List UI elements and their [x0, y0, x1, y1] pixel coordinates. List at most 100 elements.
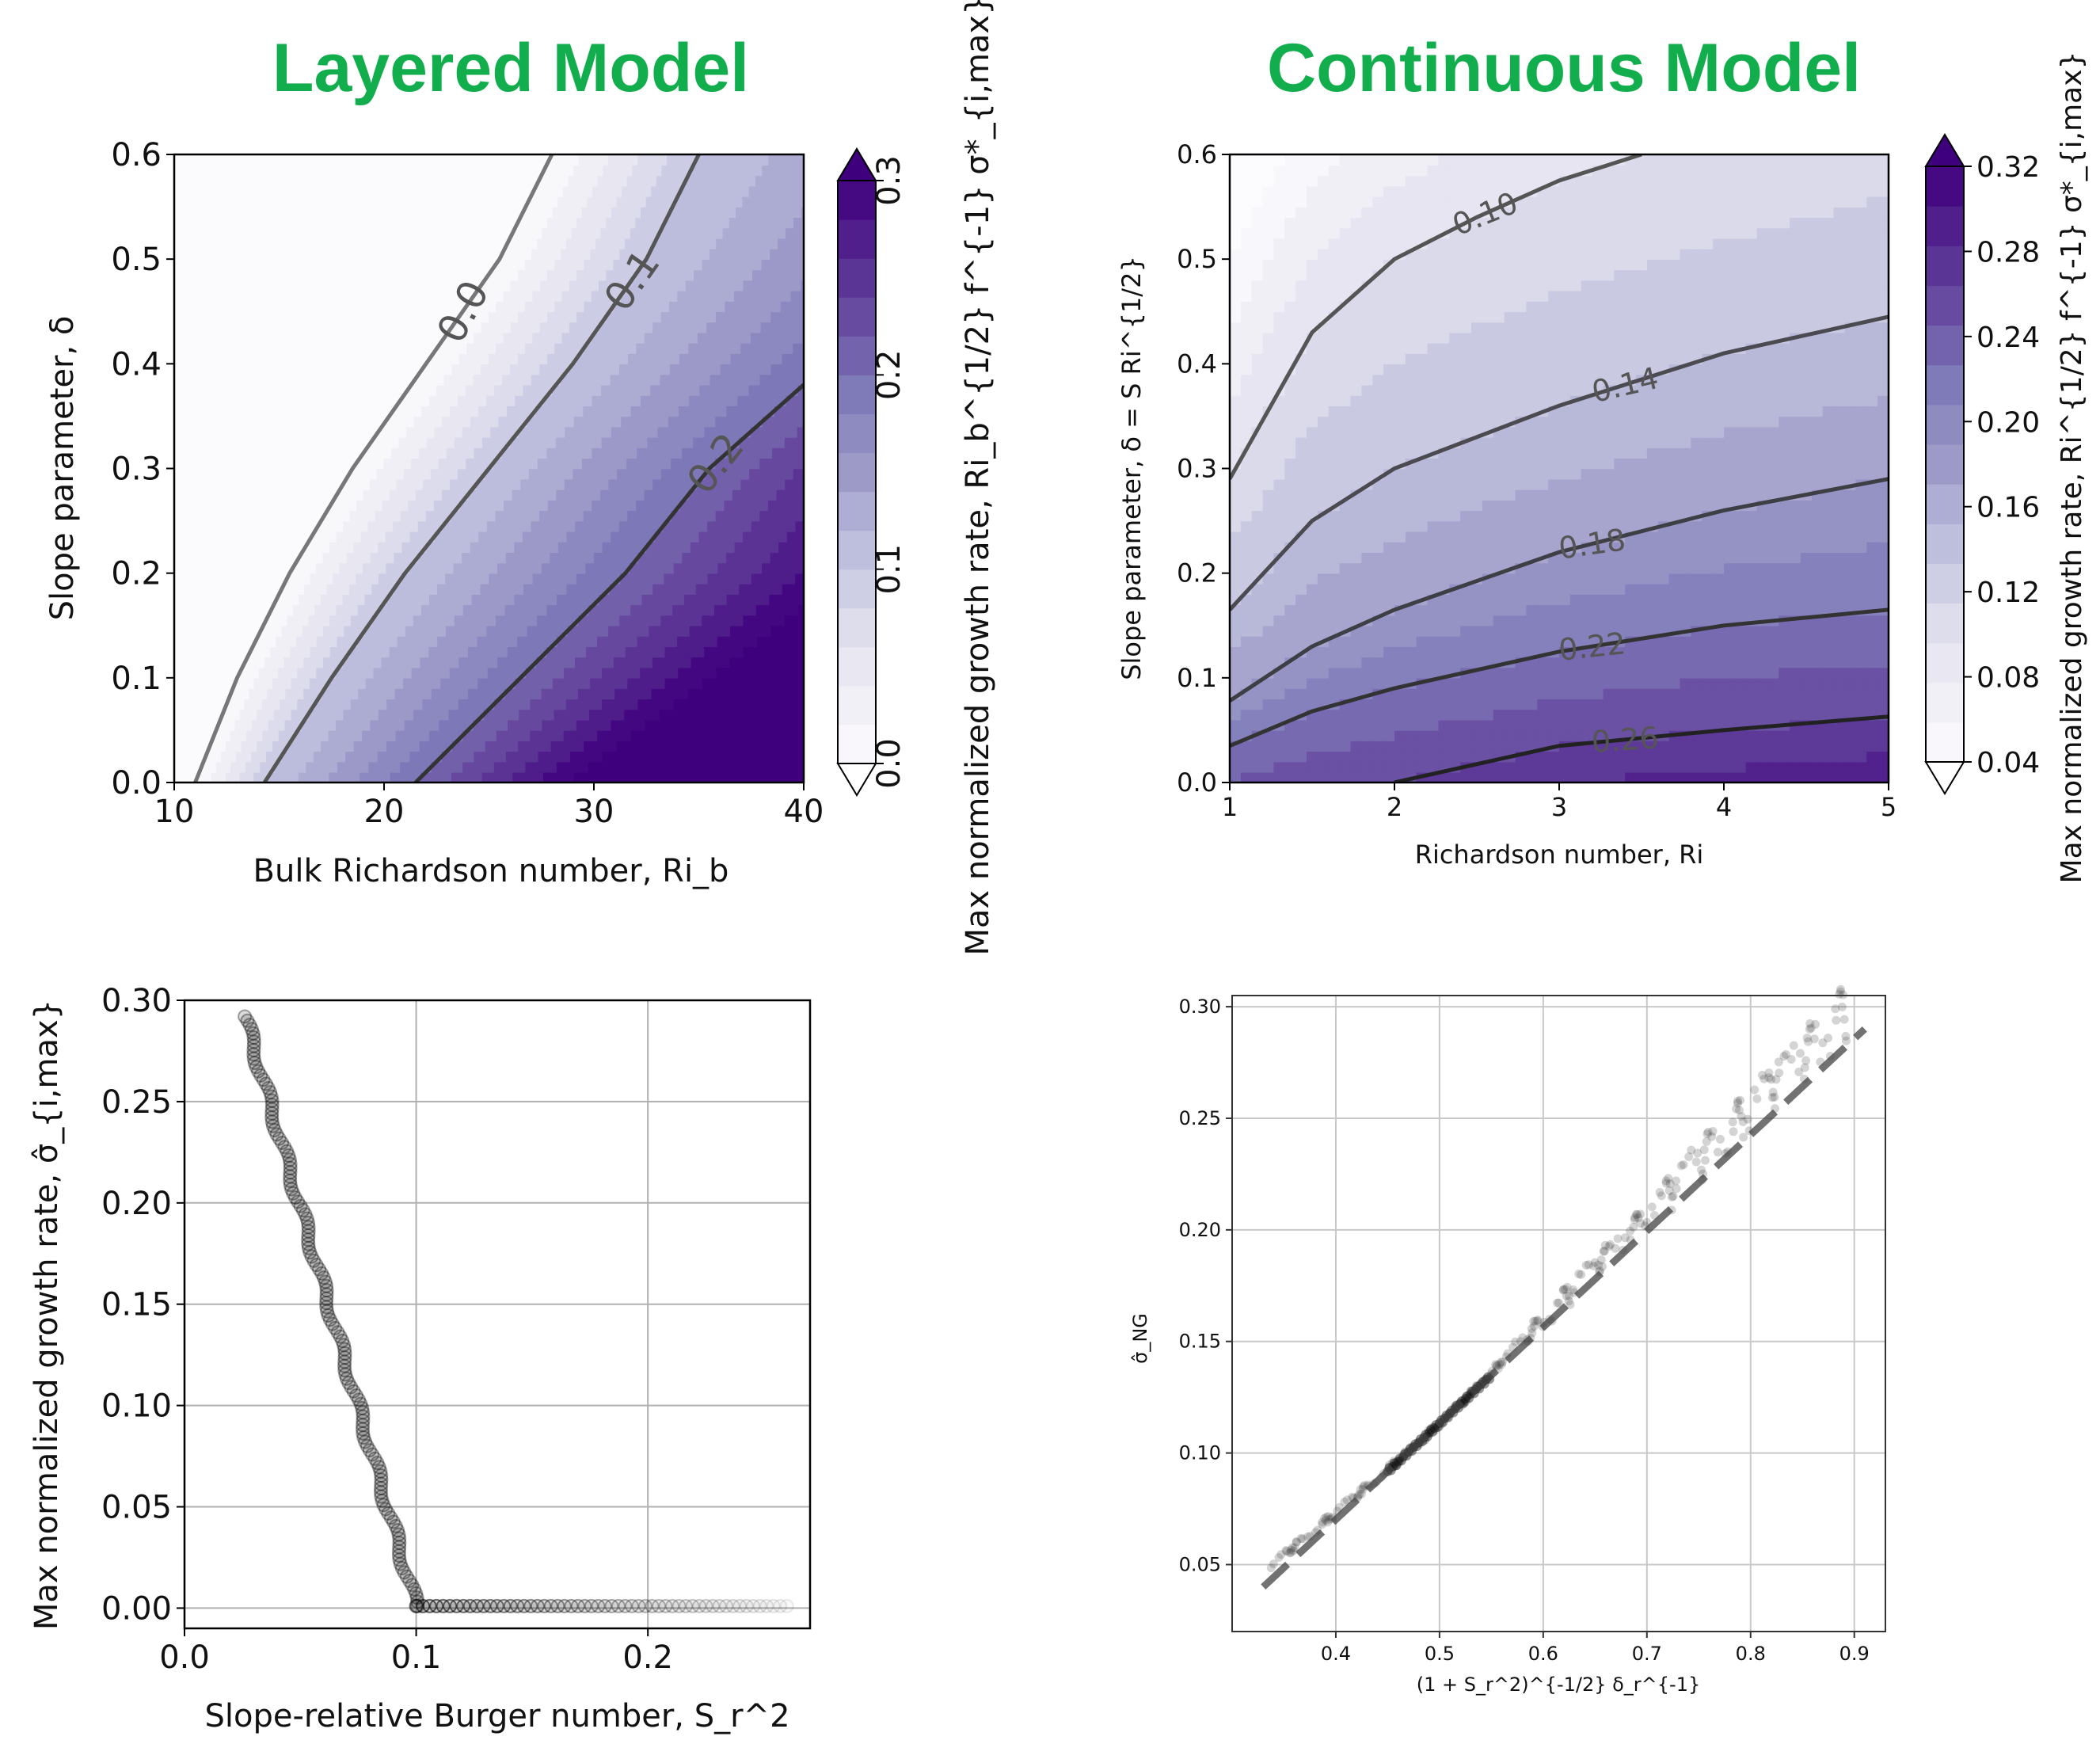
continuous-cell: [1603, 615, 1615, 626]
layered-band: [640, 615, 662, 626]
layered-band: [715, 416, 740, 428]
continuous-cell: [1350, 342, 1363, 354]
continuous-cell: [1767, 531, 1780, 543]
continuous-cell: [1372, 458, 1384, 470]
layered-band: [704, 552, 727, 564]
continuous-cell: [1438, 699, 1451, 710]
layered-band: [724, 384, 750, 396]
continuous-cell: [1284, 394, 1296, 406]
continuous-cell: [1713, 217, 1725, 229]
continuous-cell: [1307, 364, 1318, 375]
continuous-cell: [1668, 406, 1681, 417]
continuous-cell: [1559, 290, 1571, 302]
continuous-cell: [1394, 290, 1406, 302]
continuous-cell: [1636, 394, 1648, 406]
layered-band: [257, 709, 266, 721]
continuous-cell: [1295, 322, 1307, 333]
layered-band: [598, 259, 614, 271]
continuous-cell: [1646, 364, 1659, 375]
continuous-cell: [1537, 729, 1549, 741]
layered-band: [595, 238, 611, 249]
continuous-cell: [1240, 384, 1253, 396]
continuous-cell: [1307, 604, 1318, 616]
continuous-cell: [1471, 594, 1483, 606]
layered-band: [402, 741, 420, 752]
layered-band: [751, 520, 774, 532]
continuous-cell: [1427, 583, 1440, 595]
layered-band: [653, 353, 680, 365]
continuous-cell: [1262, 458, 1275, 470]
layered-band: [1064, 207, 1098, 218]
continuous-cell: [1328, 520, 1341, 532]
continuous-cell: [1427, 436, 1440, 448]
continuous-cell: [1537, 207, 1549, 219]
layered-band: [398, 531, 411, 543]
continuous-cell: [1251, 699, 1264, 710]
layered-band: [704, 426, 729, 438]
continuous-cell: [1427, 416, 1440, 428]
continuous-cell: [1515, 761, 1527, 773]
layered-band: [693, 436, 717, 448]
continuous-cell: [1680, 583, 1692, 595]
layered-band: [328, 729, 346, 741]
continuous-cell: [1537, 573, 1549, 585]
continuous-cell: [1702, 227, 1714, 239]
layered-band: [479, 384, 495, 396]
layered-band: [290, 761, 307, 773]
layered-band: [510, 280, 527, 291]
continuous-cell: [1273, 353, 1286, 365]
continuous-cell: [1779, 604, 1790, 616]
layered-band: [1080, 343, 1107, 354]
layered-band: [637, 447, 660, 459]
continuous-cell: [1416, 510, 1429, 522]
continuous-cell: [1262, 154, 1275, 166]
continuous-cell: [1493, 416, 1505, 428]
layered-band: [1003, 322, 1031, 333]
continuous-cell: [1569, 604, 1582, 616]
continuous-cell: [1416, 761, 1429, 773]
layered-band: [323, 657, 334, 668]
layered-band: [228, 751, 237, 763]
layered-band: [645, 719, 804, 731]
continuous-cell: [1724, 280, 1736, 291]
layered-band: [590, 677, 610, 689]
layered-band: [238, 729, 247, 741]
layered-band: [650, 384, 676, 396]
continuous-cell: [1317, 615, 1330, 626]
layered-band: [291, 625, 303, 637]
continuous-cell: [1416, 699, 1429, 710]
layered-band: [572, 761, 589, 773]
layered-band: [717, 583, 740, 595]
continuous-cell: [1273, 625, 1286, 637]
layered-band: [571, 227, 587, 239]
continuous-cell: [1350, 573, 1363, 585]
continuous-cell: [1482, 468, 1494, 480]
continuous-cell: [1779, 269, 1790, 281]
layered-band: [584, 342, 611, 354]
layered-band: [337, 761, 354, 773]
layered-band: [677, 635, 698, 647]
continuous-cell: [1734, 468, 1747, 480]
continuous-cell: [1515, 667, 1527, 679]
continuous-cell: [1284, 175, 1296, 187]
continuous-cell: [1240, 416, 1253, 428]
continuous-cell: [1581, 416, 1593, 428]
continuous-cell: [1317, 238, 1330, 249]
continuous-cell: [1317, 741, 1330, 752]
continuous-cell: [1734, 175, 1747, 187]
continuous-cell: [1405, 520, 1417, 532]
layered-band: [329, 751, 347, 763]
continuous-cell: [1493, 510, 1505, 522]
layered-band: [636, 185, 652, 197]
layered-band: [174, 667, 240, 679]
layered-band: [552, 677, 573, 689]
layered-band: [789, 500, 804, 512]
continuous-cell: [1438, 175, 1451, 187]
continuous-cell: [1668, 741, 1681, 752]
continuous-cell: [1493, 594, 1505, 606]
continuous-cell: [1657, 406, 1670, 417]
continuous-cell: [1427, 269, 1440, 281]
continuous-cell: [1482, 583, 1494, 595]
continuous-cell: [1657, 322, 1670, 333]
continuous-cell: [1592, 552, 1604, 564]
